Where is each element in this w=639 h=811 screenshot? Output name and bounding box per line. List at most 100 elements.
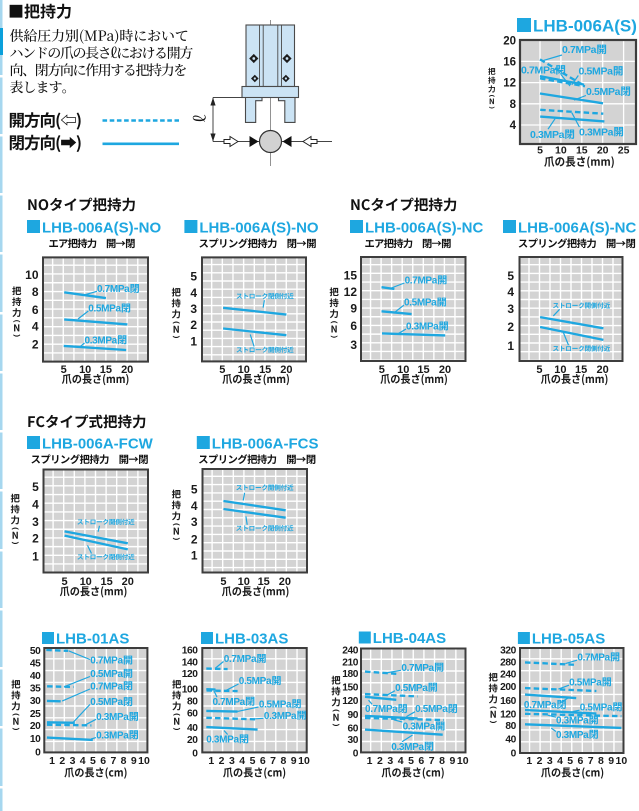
svg-text:10: 10 xyxy=(238,576,250,588)
svg-text:LHB-006A(S): LHB-006A(S) xyxy=(533,16,637,35)
svg-text:150: 150 xyxy=(342,682,359,693)
svg-text:1: 1 xyxy=(526,755,532,767)
svg-text:240: 240 xyxy=(342,646,359,657)
svg-text:10: 10 xyxy=(79,364,91,376)
svg-text:7: 7 xyxy=(110,755,116,767)
svg-text:20: 20 xyxy=(279,576,291,588)
svg-text:1: 1 xyxy=(190,335,197,349)
svg-text:0.7MPa: 0.7MPa xyxy=(401,663,434,674)
svg-text:0.5MPa: 0.5MPa xyxy=(90,669,123,680)
svg-text:0.7MPa: 0.7MPa xyxy=(524,700,557,711)
svg-text:0.3MPa: 0.3MPa xyxy=(530,129,565,141)
svg-text:15: 15 xyxy=(417,364,429,376)
svg-text:0.5MPa: 0.5MPa xyxy=(90,697,123,708)
svg-text:35: 35 xyxy=(30,683,41,694)
svg-text:4: 4 xyxy=(510,120,517,132)
svg-text:10: 10 xyxy=(457,755,469,767)
svg-text:5: 5 xyxy=(536,364,542,376)
svg-text:280: 280 xyxy=(500,657,517,668)
svg-text:0.7MPa: 0.7MPa xyxy=(90,681,123,692)
svg-text:7: 7 xyxy=(270,755,276,767)
svg-text:8: 8 xyxy=(598,755,604,767)
svg-text:2: 2 xyxy=(59,755,65,767)
svg-text:LHB-006A(S)-NO: LHB-006A(S)-NO xyxy=(199,219,319,236)
svg-text:1: 1 xyxy=(32,549,39,563)
svg-text:40: 40 xyxy=(30,671,41,682)
svg-text:100: 100 xyxy=(182,684,199,695)
svg-text:4: 4 xyxy=(191,499,198,513)
svg-text:6: 6 xyxy=(260,755,266,767)
svg-text:9: 9 xyxy=(131,755,137,767)
svg-text:3: 3 xyxy=(70,755,76,767)
svg-text:0.5MPa: 0.5MPa xyxy=(586,86,621,98)
svg-text:7: 7 xyxy=(588,755,594,767)
svg-text:0.5MPa: 0.5MPa xyxy=(239,676,272,687)
svg-text:15: 15 xyxy=(100,364,112,376)
svg-text:4: 4 xyxy=(190,286,197,300)
svg-text:5: 5 xyxy=(219,364,225,376)
svg-text:0.7MPa: 0.7MPa xyxy=(577,653,610,664)
svg-text:2: 2 xyxy=(219,755,225,767)
svg-text:0.5MPa: 0.5MPa xyxy=(404,298,437,309)
svg-text:4: 4 xyxy=(507,285,514,299)
svg-text:9: 9 xyxy=(291,755,297,767)
svg-text:0.7MPa: 0.7MPa xyxy=(213,697,246,708)
svg-text:20: 20 xyxy=(122,576,134,588)
svg-text:80: 80 xyxy=(505,721,516,732)
svg-text:20: 20 xyxy=(597,145,609,157)
svg-text:10: 10 xyxy=(80,576,92,588)
svg-text:5: 5 xyxy=(537,145,543,157)
svg-text:2: 2 xyxy=(32,532,39,546)
svg-text:8: 8 xyxy=(280,755,286,767)
svg-text:180: 180 xyxy=(342,669,359,680)
svg-text:10: 10 xyxy=(238,364,250,376)
svg-text:120: 120 xyxy=(342,696,359,707)
svg-text:4: 4 xyxy=(239,755,245,767)
svg-text:0.5MPa: 0.5MPa xyxy=(569,678,602,689)
svg-text:15: 15 xyxy=(100,576,112,588)
svg-text:160: 160 xyxy=(500,696,517,707)
svg-text:16: 16 xyxy=(503,57,516,69)
svg-text:20: 20 xyxy=(503,35,516,47)
svg-text:0.3MPa: 0.3MPa xyxy=(264,711,297,722)
svg-text:120: 120 xyxy=(500,709,517,720)
svg-text:8: 8 xyxy=(439,755,445,767)
svg-text:5: 5 xyxy=(220,576,226,588)
svg-text:2: 2 xyxy=(190,318,197,332)
svg-text:10: 10 xyxy=(616,755,628,767)
svg-text:15: 15 xyxy=(576,145,588,157)
svg-text:10: 10 xyxy=(30,734,41,745)
svg-text:8: 8 xyxy=(510,99,517,111)
svg-text:0.5MPa: 0.5MPa xyxy=(395,683,428,694)
svg-text:40: 40 xyxy=(187,723,198,734)
svg-text:5: 5 xyxy=(61,364,67,376)
svg-text:8: 8 xyxy=(32,285,39,299)
svg-text:0: 0 xyxy=(511,748,517,759)
svg-text:5: 5 xyxy=(507,269,514,283)
svg-text:240: 240 xyxy=(500,670,517,681)
svg-text:0.7MPa: 0.7MPa xyxy=(562,44,597,56)
svg-text:0.3MPa: 0.3MPa xyxy=(403,722,436,733)
svg-text:5: 5 xyxy=(90,755,96,767)
svg-text:3: 3 xyxy=(387,755,393,767)
svg-text:3: 3 xyxy=(229,755,235,767)
svg-text:15: 15 xyxy=(258,576,270,588)
svg-text:0.3MPa: 0.3MPa xyxy=(579,126,614,138)
svg-text:9: 9 xyxy=(449,755,455,767)
svg-text:9: 9 xyxy=(608,755,614,767)
svg-text:0.3MPa: 0.3MPa xyxy=(406,322,439,333)
svg-text:210: 210 xyxy=(342,657,359,668)
svg-text:0.7MPa: 0.7MPa xyxy=(90,656,123,667)
svg-text:10: 10 xyxy=(555,145,567,157)
svg-text:7: 7 xyxy=(429,755,435,767)
svg-text:50: 50 xyxy=(30,646,41,657)
svg-text:15: 15 xyxy=(575,364,587,376)
svg-text:60: 60 xyxy=(187,708,198,719)
svg-text:320: 320 xyxy=(500,645,517,656)
svg-text:1: 1 xyxy=(507,339,514,353)
svg-text:5: 5 xyxy=(567,755,573,767)
svg-text:5: 5 xyxy=(61,576,67,588)
svg-text:3: 3 xyxy=(350,338,357,352)
svg-text:40: 40 xyxy=(505,734,516,745)
svg-text:LHB-01AS: LHB-01AS xyxy=(56,630,129,647)
